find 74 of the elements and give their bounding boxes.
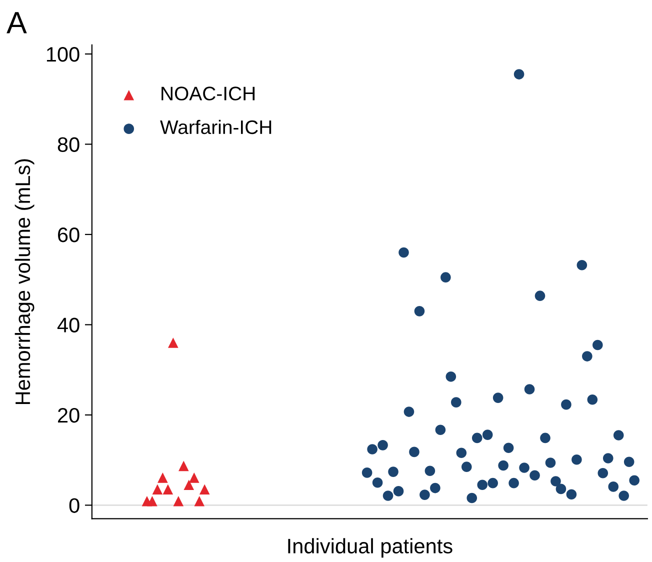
point: [488, 478, 498, 488]
point: [168, 338, 178, 348]
point: [398, 247, 409, 258]
point: [576, 260, 588, 270]
point: [503, 442, 514, 454]
point: [199, 484, 210, 495]
point: [451, 397, 462, 408]
point: [629, 475, 640, 486]
point: [482, 430, 493, 440]
point: [152, 484, 163, 495]
point: [519, 462, 530, 473]
point: [598, 468, 608, 478]
point: [178, 460, 189, 472]
y-tick-label: 40: [57, 318, 80, 332]
point: [618, 490, 630, 501]
y-tick-label: 100: [46, 46, 80, 62]
point: [492, 392, 504, 403]
point: [472, 432, 482, 444]
point: [540, 432, 550, 444]
point: [566, 489, 577, 500]
y-tick-label: 80: [58, 137, 80, 152]
point: [608, 482, 619, 492]
point: [158, 472, 168, 483]
y-tick-label: 20: [58, 408, 80, 423]
point: [424, 466, 436, 476]
point: [624, 456, 634, 468]
point: [530, 470, 540, 481]
point: [194, 496, 205, 506]
point: [592, 340, 603, 350]
point: [372, 477, 383, 488]
y-tick-label: 60: [58, 227, 80, 242]
point: [446, 371, 456, 382]
legend-label: NOAC-ICH: [162, 86, 255, 100]
point: [367, 444, 378, 454]
point: [456, 448, 467, 458]
point: [147, 496, 158, 506]
point: [524, 384, 535, 394]
point: [477, 480, 488, 490]
point: [393, 486, 404, 496]
point: [173, 496, 184, 506]
point: [188, 472, 200, 483]
point: [587, 394, 598, 405]
point: [508, 478, 519, 488]
point: [435, 424, 446, 435]
point: [162, 484, 174, 495]
chart-title: A: [6, 12, 27, 34]
point: [550, 476, 561, 486]
point: [572, 454, 582, 465]
legend-label: Warfarin-ICH: [160, 120, 272, 134]
y-tick-label: 0: [69, 498, 80, 513]
point: [440, 272, 451, 282]
point: [382, 490, 394, 501]
point: [514, 69, 524, 80]
point: [534, 290, 546, 301]
point: [556, 484, 566, 494]
point: [430, 482, 440, 494]
point: [466, 492, 478, 504]
point: [582, 351, 592, 362]
point: [362, 468, 372, 478]
y-axis-title: Hemorrhage volume (mLs): [14, 159, 34, 404]
point: [602, 453, 614, 464]
point: [409, 446, 420, 458]
point: [561, 399, 572, 410]
point: [414, 306, 425, 316]
point: [388, 466, 398, 477]
point: [378, 440, 388, 450]
point: [420, 490, 430, 500]
point: [404, 406, 414, 417]
point: [545, 458, 556, 468]
x-axis-title: Individual patients: [288, 538, 452, 558]
point: [461, 462, 472, 472]
point: [184, 480, 194, 490]
point: [498, 460, 508, 471]
point: [613, 430, 624, 440]
